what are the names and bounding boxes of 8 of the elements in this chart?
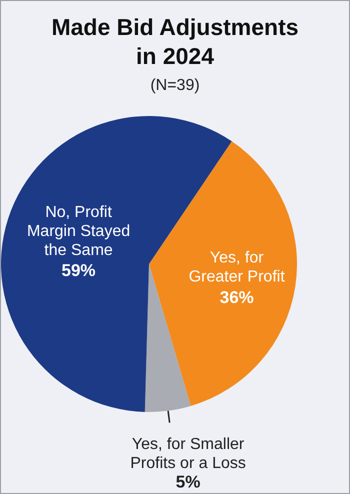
slice-label: Yes, for Greater Profit <box>188 249 286 286</box>
slice-label: Yes, for Smaller Profits or a Loss <box>130 436 246 472</box>
chart-title: Made Bid Adjustments in 2024 <box>50 13 300 71</box>
data-label: 36% <box>220 288 254 307</box>
data-label: 5% <box>176 472 200 492</box>
chart-subtitle: (N=39) <box>149 77 201 95</box>
data-label: 59% <box>62 261 96 280</box>
slice-label: No, Profit Margin Stayed the Same <box>26 204 130 259</box>
